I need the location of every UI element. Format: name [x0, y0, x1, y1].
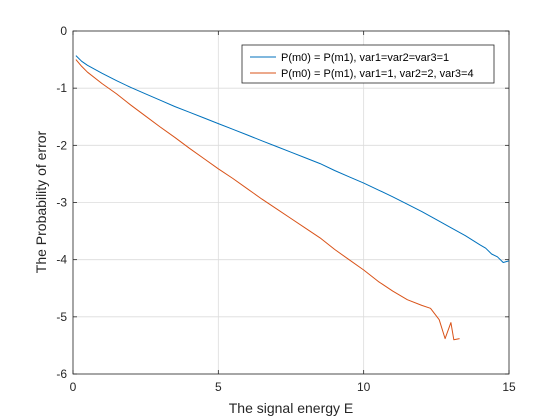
ticks: 0 5 10 15 0 -1 -2 -3 -4 -5 -6 — [56, 24, 516, 394]
y-axis-label: The Probability of error — [33, 130, 49, 273]
legend-label-series-2: P(m0) = P(m1), var1=1, var2=2, var3=4 — [281, 68, 474, 80]
x-tick-label: 10 — [357, 380, 371, 394]
y-tick-label: -6 — [56, 367, 67, 381]
x-tick-label: 15 — [502, 380, 516, 394]
legend: P(m0) = P(m1), var1=var2=var3=1 P(m0) = … — [241, 44, 495, 84]
legend-label-series-1: P(m0) = P(m1), var1=var2=var3=1 — [281, 52, 449, 64]
series-line-2 — [75, 59, 460, 341]
y-tick-label: 0 — [60, 24, 67, 38]
x-axis-label: The signal energy E — [229, 400, 354, 416]
y-tick-label: -3 — [56, 196, 67, 210]
y-tick-label: -1 — [56, 81, 67, 95]
x-tick-label: 5 — [215, 380, 222, 394]
x-tick-label: 0 — [70, 380, 77, 394]
series-line-1 — [75, 55, 510, 263]
y-tick-label: -4 — [56, 253, 67, 267]
y-tick-label: -2 — [56, 138, 67, 152]
series-lines — [75, 55, 510, 341]
y-tick-label: -5 — [56, 310, 67, 324]
legend-box — [241, 44, 495, 84]
